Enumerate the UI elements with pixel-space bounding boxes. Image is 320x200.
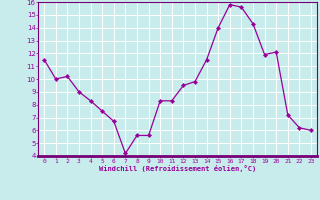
X-axis label: Windchill (Refroidissement éolien,°C): Windchill (Refroidissement éolien,°C) [99, 165, 256, 172]
